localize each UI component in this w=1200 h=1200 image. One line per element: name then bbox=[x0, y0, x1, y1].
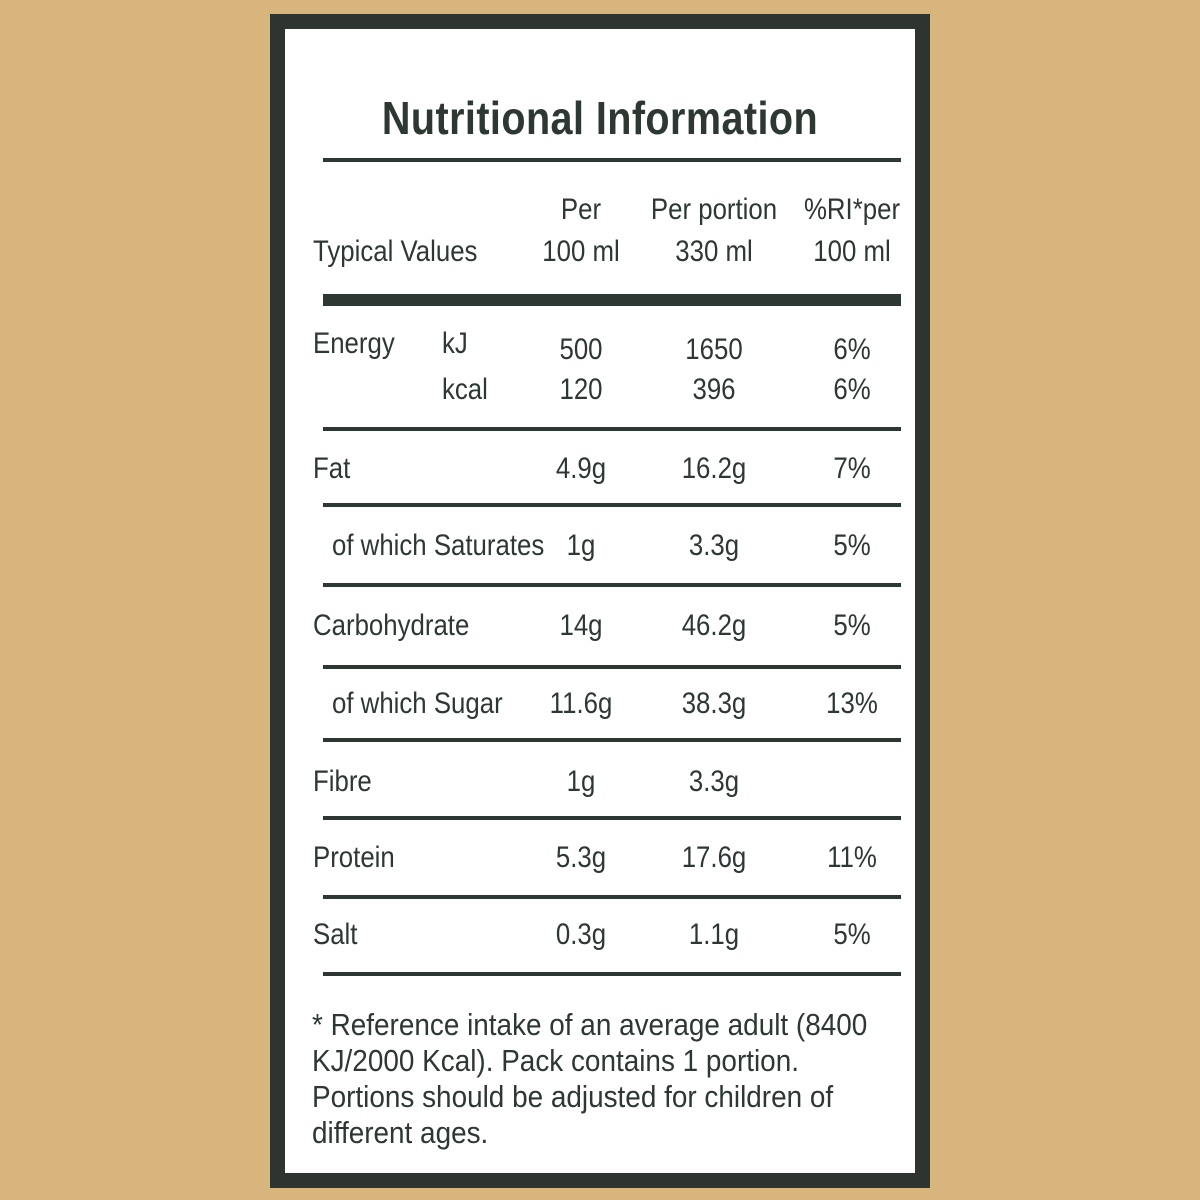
divider-fat bbox=[323, 503, 901, 507]
row-fibre-label: Fibre bbox=[313, 765, 372, 798]
header-per100-line1: Per bbox=[560, 193, 602, 226]
row-fat-label: Fat bbox=[313, 452, 351, 485]
row-protein-portion: 17.6g bbox=[681, 841, 747, 874]
row-energy-label: Energy bbox=[313, 327, 395, 360]
row-saturates-per100: 1g bbox=[566, 529, 596, 562]
energy-kcal-portion: 396 bbox=[692, 373, 736, 406]
row-sugar-label: of which Sugar bbox=[332, 687, 503, 720]
footnote-line-4: different ages. bbox=[312, 1115, 489, 1150]
header-per100-line2: 100 ml bbox=[542, 235, 620, 268]
energy-kcal-per100: 120 bbox=[559, 373, 603, 406]
divider-energy bbox=[323, 427, 901, 431]
energy-kcal-ri: 6% bbox=[833, 373, 871, 406]
footnote-line-3: Portions should be adjusted for children… bbox=[312, 1079, 834, 1114]
footnote-line-2: KJ/2000 Kcal). Pack contains 1 portion. bbox=[312, 1043, 799, 1078]
row-salt-label: Salt bbox=[313, 918, 358, 951]
divider-bottom bbox=[323, 972, 901, 976]
row-carbohydrate-per100: 14g bbox=[559, 609, 603, 642]
row-saturates-portion: 3.3g bbox=[688, 529, 740, 562]
divider-top bbox=[323, 158, 901, 162]
nutrition-label-card: Nutritional Information Typical Values P… bbox=[285, 29, 915, 1173]
row-salt-ri: 5% bbox=[833, 918, 871, 951]
label-title: Nutritional Information bbox=[381, 92, 819, 144]
row-salt-portion: 1.1g bbox=[688, 918, 740, 951]
divider-fibre bbox=[323, 816, 901, 820]
row-carbohydrate-portion: 46.2g bbox=[681, 609, 747, 642]
divider-saturates bbox=[323, 583, 901, 587]
row-saturates-label: of which Saturates bbox=[332, 529, 545, 562]
header-portion-line1: Per portion bbox=[650, 193, 778, 226]
row-carbohydrate-label: Carbohydrate bbox=[313, 609, 470, 642]
energy-kcal-unit: kcal bbox=[442, 373, 488, 406]
energy-kj-unit: kJ bbox=[442, 327, 468, 360]
divider-sugar bbox=[323, 738, 901, 742]
row-sugar-portion: 38.3g bbox=[681, 687, 747, 720]
divider-header bbox=[323, 294, 901, 306]
row-carbohydrate-ri: 5% bbox=[833, 609, 871, 642]
row-fat-per100: 4.9g bbox=[555, 452, 607, 485]
row-fat-ri: 7% bbox=[833, 452, 871, 485]
row-saturates-ri: 5% bbox=[833, 529, 871, 562]
footnote-line-1: * Reference intake of an average adult (… bbox=[312, 1007, 868, 1042]
row-salt-per100: 0.3g bbox=[555, 918, 607, 951]
header-ri-line2: 100 ml bbox=[813, 235, 891, 268]
row-sugar-per100: 11.6g bbox=[549, 687, 613, 720]
row-fibre-per100: 1g bbox=[566, 765, 596, 798]
energy-kj-ri: 6% bbox=[833, 333, 871, 366]
divider-protein bbox=[323, 895, 901, 899]
nutrition-label-border: Nutritional Information Typical Values P… bbox=[270, 14, 930, 1188]
row-protein-ri: 11% bbox=[827, 841, 877, 874]
energy-kj-portion: 1650 bbox=[685, 333, 743, 366]
row-fibre-portion: 3.3g bbox=[688, 765, 740, 798]
header-ri-line1: %RI*per bbox=[803, 193, 901, 226]
header-portion-line2: 330 ml bbox=[675, 235, 753, 268]
divider-carbohydrate bbox=[323, 665, 901, 669]
row-protein-label: Protein bbox=[313, 841, 395, 874]
header-typical-values: Typical Values bbox=[313, 235, 478, 268]
row-protein-per100: 5.3g bbox=[555, 841, 607, 874]
energy-kj-per100: 500 bbox=[559, 333, 603, 366]
footnote: * Reference intake of an average adult (… bbox=[312, 1007, 888, 1151]
row-fat-portion: 16.2g bbox=[681, 452, 747, 485]
row-sugar-ri: 13% bbox=[826, 687, 878, 720]
